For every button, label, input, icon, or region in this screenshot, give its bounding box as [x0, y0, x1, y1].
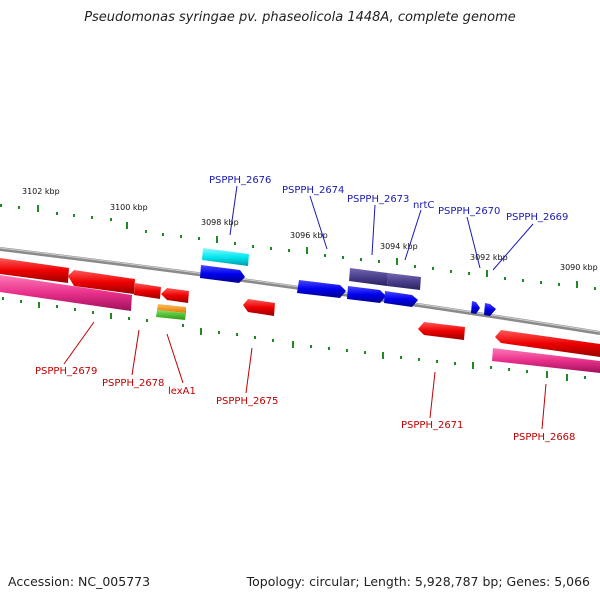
- forward-genes: [200, 248, 496, 316]
- gene-feature: [0, 275, 132, 311]
- genome-summary-text: Topology: circular; Length: 5,928,787 bp…: [246, 574, 590, 589]
- reverse-genes: [0, 258, 600, 373]
- gene-label: PSPPH_2670: [438, 206, 500, 217]
- gene-feature: [156, 310, 186, 320]
- gene-feature: [471, 301, 480, 314]
- gene-feature: [297, 280, 346, 298]
- scale-label: 3098 kbp: [201, 218, 239, 227]
- gene-feature: [347, 286, 386, 303]
- scale-label: 3090 kbp: [560, 263, 598, 272]
- gene-label: nrtC: [413, 200, 434, 211]
- callout-lines: [63, 185, 547, 430]
- scale-ticks-upper: [0, 204, 596, 290]
- gene-label: lexA1: [168, 386, 196, 397]
- scale-label: 3094 kbp: [380, 242, 418, 251]
- gene-labels-reverse: PSPPH_2679 PSPPH_2678 lexA1 PSPPH_2675 P…: [35, 366, 575, 443]
- scale-labels: 3102 kbp 3100 kbp 3098 kbp 3096 kbp 3094…: [22, 187, 598, 272]
- gene-feature: [202, 248, 249, 266]
- scale-label: 3092 kbp: [470, 253, 508, 262]
- gene-label: PSPPH_2668: [513, 432, 575, 443]
- gene-label: PSPPH_2676: [209, 175, 271, 186]
- gene-labels-forward: PSPPH_2676 PSPPH_2674 PSPPH_2673 nrtC PS…: [209, 175, 568, 223]
- gene-label: PSPPH_2678: [102, 378, 164, 389]
- gene-feature: [387, 273, 421, 290]
- gene-label: PSPPH_2671: [401, 420, 463, 431]
- gene-feature: [0, 258, 69, 283]
- gene-feature: [243, 299, 275, 316]
- gene-label: PSPPH_2669: [506, 212, 568, 223]
- accession-text: Accession: NC_005773: [8, 574, 151, 589]
- gene-feature: [161, 288, 189, 303]
- gene-feature: [418, 322, 465, 340]
- gene-feature: [68, 270, 135, 294]
- scale-label: 3102 kbp: [22, 187, 60, 196]
- scale-label: 3096 kbp: [290, 231, 328, 240]
- gene-feature: [349, 268, 388, 286]
- gene-feature: [484, 303, 496, 316]
- scale-ticks-lower: [2, 297, 586, 381]
- gene-feature: [495, 330, 600, 357]
- gene-label: PSPPH_2673: [347, 194, 409, 205]
- scale-label: 3100 kbp: [110, 203, 148, 212]
- gene-feature: [134, 283, 161, 299]
- gene-label: PSPPH_2675: [216, 396, 278, 407]
- gene-label: PSPPH_2674: [282, 185, 344, 196]
- gene-feature: [492, 348, 600, 373]
- gene-label: PSPPH_2679: [35, 366, 97, 377]
- gene-feature: [200, 265, 245, 283]
- map-title: Pseudomonas syringae pv. phaseolicola 14…: [84, 10, 516, 25]
- gene-feature: [384, 291, 418, 307]
